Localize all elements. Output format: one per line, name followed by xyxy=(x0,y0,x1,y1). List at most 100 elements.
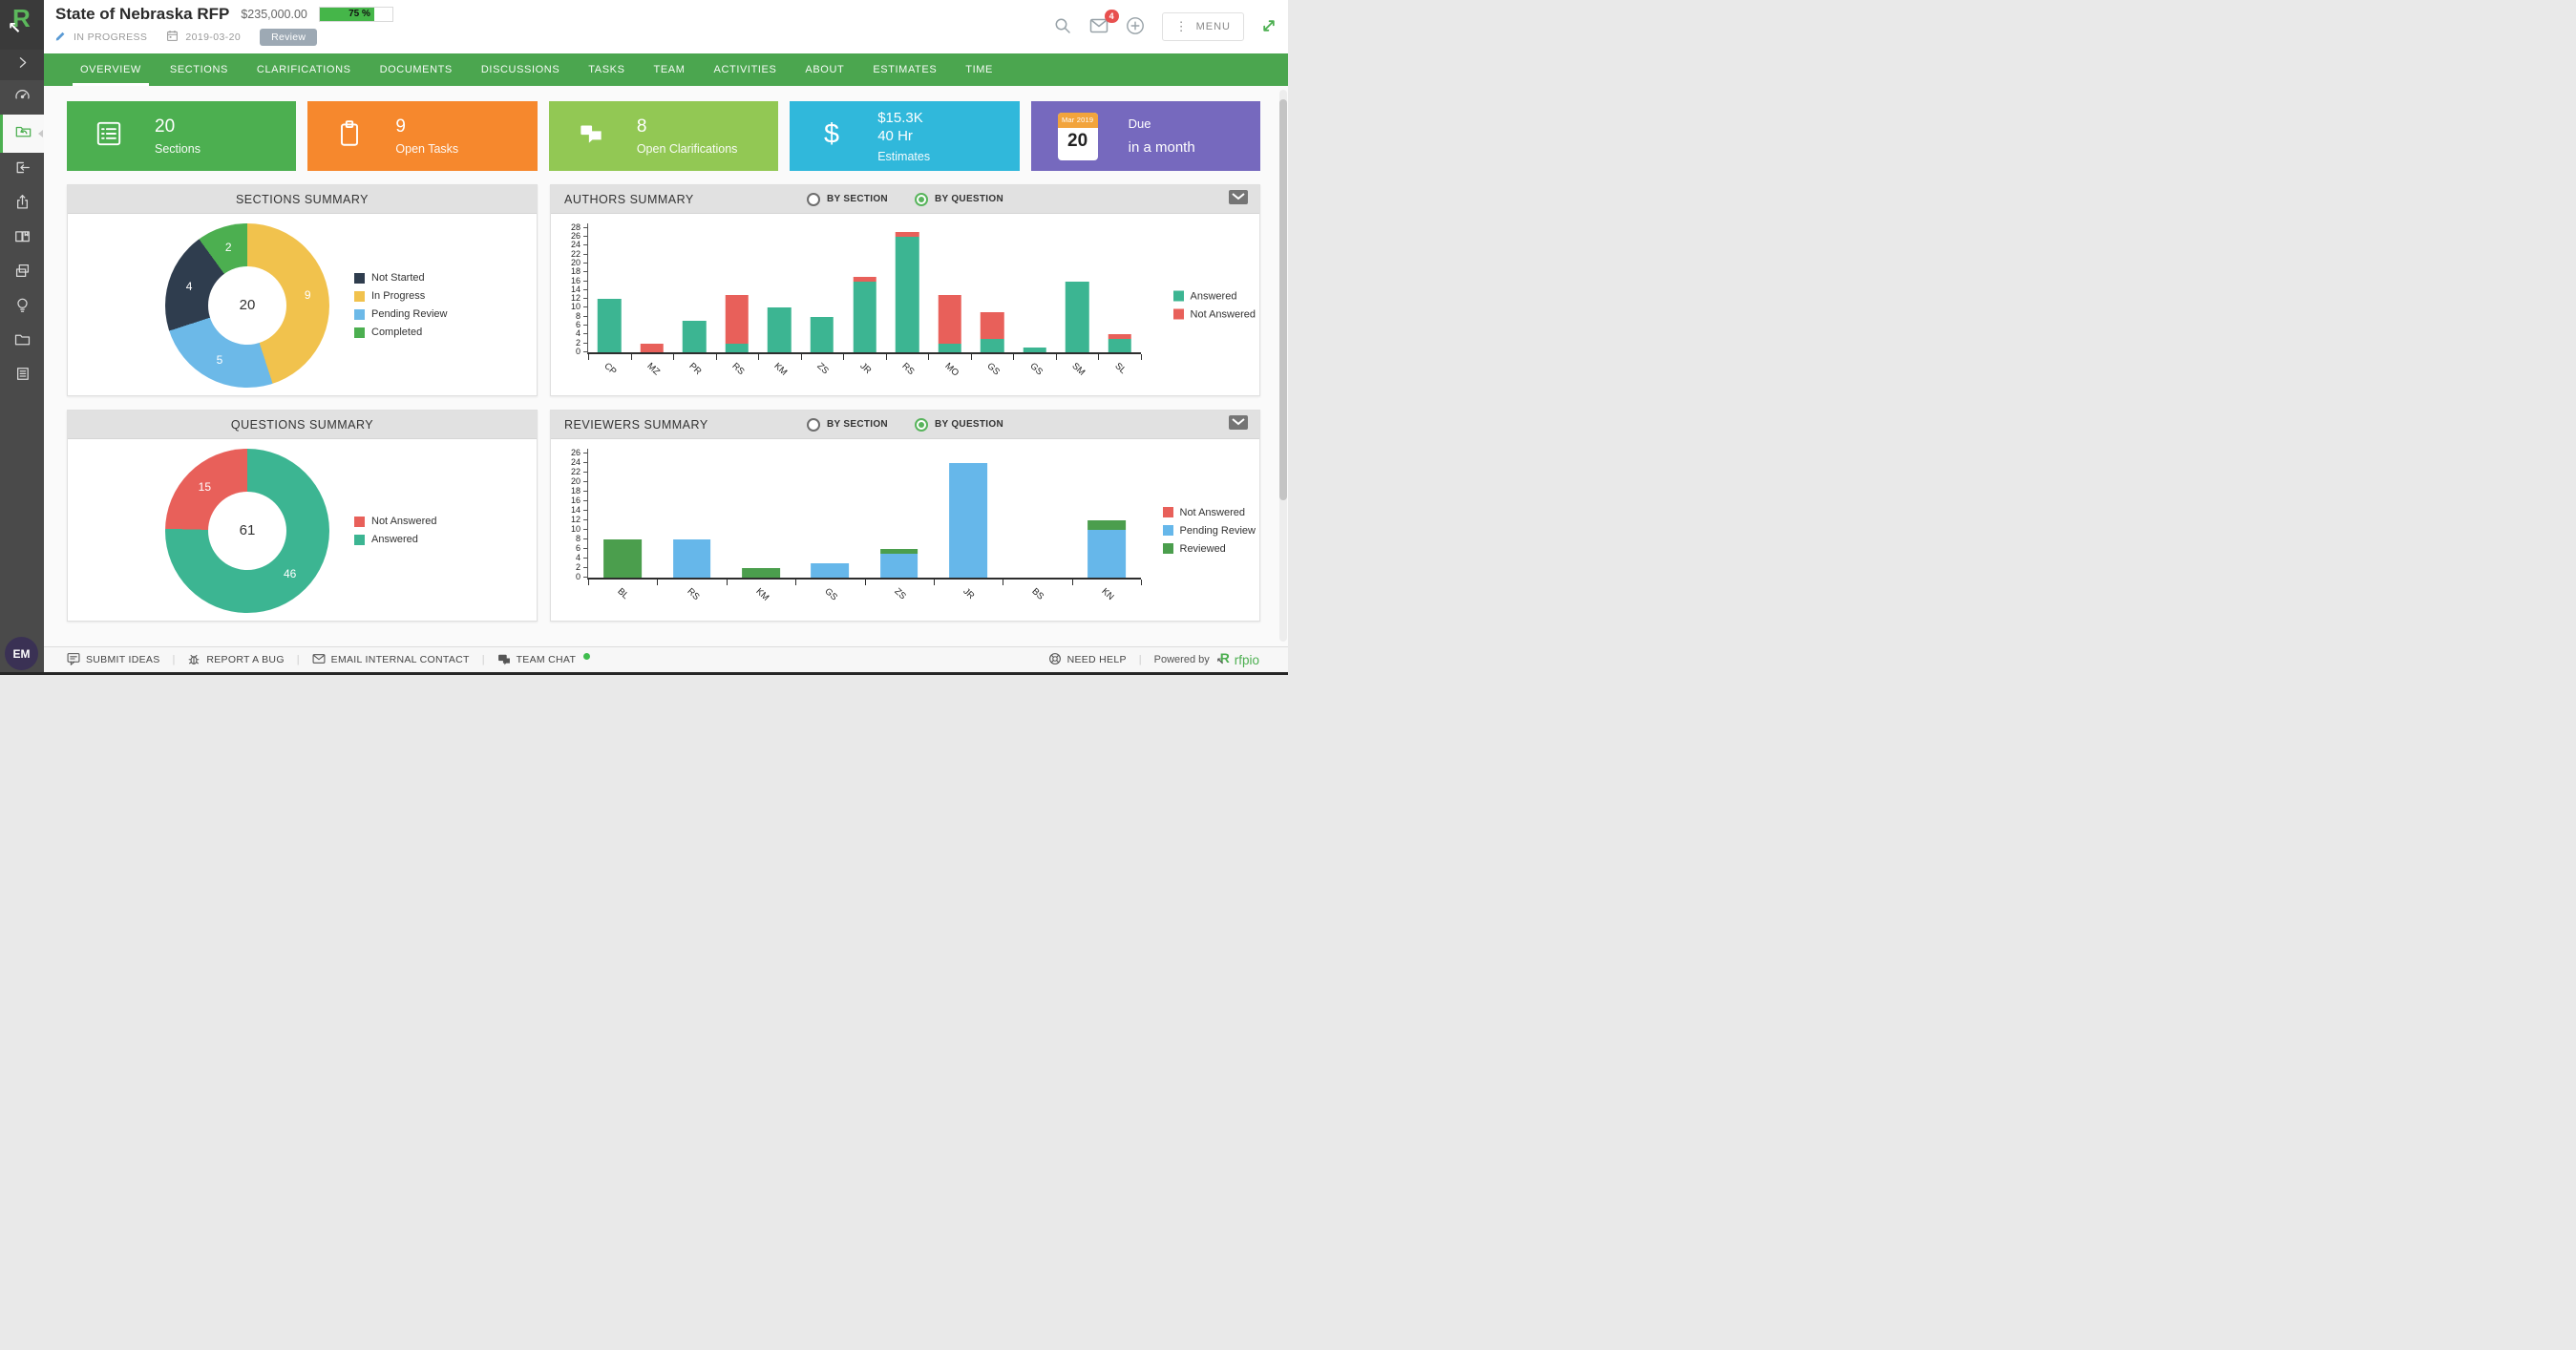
reviewers-summary-panel: REVIEWERS SUMMARY BY SECTION BY QUESTION … xyxy=(550,410,1260,622)
bar xyxy=(853,276,876,352)
add-icon[interactable] xyxy=(1126,16,1147,37)
y-axis-tick xyxy=(583,472,588,473)
bar xyxy=(949,463,987,578)
sidebar-item-files[interactable] xyxy=(0,325,44,359)
sidebar-item-collapse-chevron[interactable] xyxy=(0,50,44,80)
top-actions: 4 ⋮ MENU xyxy=(1053,0,1280,53)
sidebar-item-intake[interactable] xyxy=(0,153,44,187)
y-axis-tick xyxy=(583,481,588,482)
y-axis-tick-label: 6 xyxy=(575,320,581,330)
tab-documents[interactable]: DOCUMENTS xyxy=(379,64,453,75)
footer-link-email-internal-contact[interactable]: EMAIL INTERNAL CONTACT xyxy=(312,652,470,668)
menu-button[interactable]: ⋮ MENU xyxy=(1161,12,1244,41)
footer-link-team-chat[interactable]: TEAM CHAT xyxy=(497,652,591,668)
stat-card[interactable]: 9 Open Tasks xyxy=(307,101,538,171)
rfpio-brand[interactable]: R ↖ rfpio xyxy=(1216,650,1259,667)
stat-value: 9 xyxy=(395,116,406,137)
x-axis-tick xyxy=(630,354,632,360)
footer-link-label: SUBMIT IDEAS xyxy=(86,654,160,665)
tab-overview[interactable]: OVERVIEW xyxy=(73,53,149,86)
edit-pencil-icon[interactable] xyxy=(55,30,67,45)
search-icon[interactable] xyxy=(1053,16,1074,37)
scrollbar-thumb[interactable] xyxy=(1279,99,1287,500)
panel-header: QUESTIONS SUMMARY xyxy=(68,411,537,439)
panel-header: SECTIONS SUMMARY xyxy=(68,185,537,214)
donut-value-label: 2 xyxy=(224,240,232,254)
tab-activities[interactable]: ACTIVITIES xyxy=(713,64,777,75)
radio-label: BY QUESTION xyxy=(934,194,1003,204)
x-axis-category-label: JR xyxy=(856,361,874,376)
expand-icon[interactable] xyxy=(1259,16,1280,37)
stat-card[interactable]: $ $15.3K 40 Hr Estimates xyxy=(790,101,1020,171)
y-axis-tick-label: 12 xyxy=(570,515,581,524)
legend-swatch xyxy=(354,308,365,320)
project-title-block: State of Nebraska RFP $235,000.00 75 % I… xyxy=(55,5,393,46)
radio-by-question[interactable]: BY QUESTION xyxy=(914,417,1003,432)
radio-circle-icon xyxy=(914,417,928,432)
stat-cards-row: 20 Sections 9 Open Tasks 8 Open Clarification… xyxy=(67,101,1261,171)
bar xyxy=(1108,334,1131,352)
bar-segment-pending-review xyxy=(811,563,850,578)
tab-sections[interactable]: SECTIONS xyxy=(169,64,228,75)
tab-clarifications[interactable]: CLARIFICATIONS xyxy=(256,64,351,75)
tab-tasks[interactable]: TASKS xyxy=(588,64,625,75)
y-axis-tick-label: 28 xyxy=(570,221,581,232)
clipboard-icon xyxy=(334,118,365,154)
radio-by-section[interactable]: BY SECTION xyxy=(807,417,888,432)
sidebar-item-export[interactable] xyxy=(0,187,44,221)
sidebar-item-content-library[interactable] xyxy=(0,221,44,256)
mail-icon[interactable] xyxy=(1229,190,1248,210)
legend-label: Not Answered xyxy=(371,516,437,527)
bar xyxy=(640,343,665,352)
user-avatar[interactable]: EM xyxy=(5,637,38,670)
panel-header: AUTHORS SUMMARY BY SECTION BY QUESTION xyxy=(551,185,1259,214)
bar-segment-not-answered xyxy=(938,294,961,344)
app-logo[interactable]: R ↖ xyxy=(0,0,44,50)
legend-item: Answered xyxy=(354,534,436,545)
radio-by-question[interactable]: BY QUESTION xyxy=(914,192,1003,206)
tab-about[interactable]: ABOUT xyxy=(805,64,845,75)
x-axis-category-label: MO xyxy=(942,361,961,379)
sections-summary-chart: 9 5 4 2 20 Not Started In Progress Pending Revi… xyxy=(68,214,537,396)
tab-discussions[interactable]: DISCUSSIONS xyxy=(480,64,560,75)
messages-icon[interactable]: 4 xyxy=(1089,10,1119,37)
footer-link-report-a-bug[interactable]: REPORT A BUG xyxy=(187,652,284,668)
bar xyxy=(1087,520,1126,578)
stat-card[interactable]: Mar 2019 20 Due in a month xyxy=(1030,101,1261,171)
sidebar-item-projects[interactable] xyxy=(0,115,44,153)
radio-by-section[interactable]: BY SECTION xyxy=(807,192,888,206)
y-axis-tick xyxy=(583,538,588,539)
panel-header: REVIEWERS SUMMARY BY SECTION BY QUESTION xyxy=(551,411,1259,439)
x-axis-tick xyxy=(1013,354,1015,360)
footer-link-submit-ideas[interactable]: SUBMIT IDEAS xyxy=(67,652,160,668)
stat-card[interactable]: 20 Sections xyxy=(67,101,297,171)
tab-team[interactable]: TEAM xyxy=(653,64,686,75)
sidebar-item-dashboard[interactable] xyxy=(0,80,44,115)
need-help-link[interactable]: NEED HELP xyxy=(1048,652,1127,668)
legend-swatch xyxy=(354,516,365,527)
sidebar-item-duplicate[interactable] xyxy=(0,256,44,290)
x-axis-tick xyxy=(1055,354,1057,360)
y-axis-tick-label: 0 xyxy=(575,347,581,356)
team-chat-icon xyxy=(497,652,511,668)
y-axis-tick-label: 2 xyxy=(575,337,581,348)
sidebar-item-insights[interactable] xyxy=(0,290,44,325)
tab-time[interactable]: TIME xyxy=(965,64,993,75)
x-axis-tick xyxy=(758,354,760,360)
bar xyxy=(879,549,918,578)
panels-grid: SECTIONS SUMMARY 9 5 4 2 20 Not Started In Pro… xyxy=(67,184,1260,622)
bar xyxy=(742,568,780,578)
sidebar-item-reports[interactable] xyxy=(0,359,44,393)
stat-card[interactable]: 8 Open Clarifications xyxy=(548,101,779,171)
bar xyxy=(811,563,850,578)
y-axis-tick-label: 14 xyxy=(570,284,581,294)
x-axis-tick xyxy=(657,580,659,585)
y-axis-tick-label: 24 xyxy=(570,240,581,250)
donut-center: 61 xyxy=(208,491,286,570)
bar-segment-answered xyxy=(725,343,750,352)
stage-badge[interactable]: Review xyxy=(260,29,318,46)
chart-legend: Answered Not Answered xyxy=(1172,290,1256,320)
bar-segment-answered xyxy=(768,307,792,352)
tab-estimates[interactable]: ESTIMATES xyxy=(873,64,938,75)
mail-icon[interactable] xyxy=(1229,415,1248,435)
